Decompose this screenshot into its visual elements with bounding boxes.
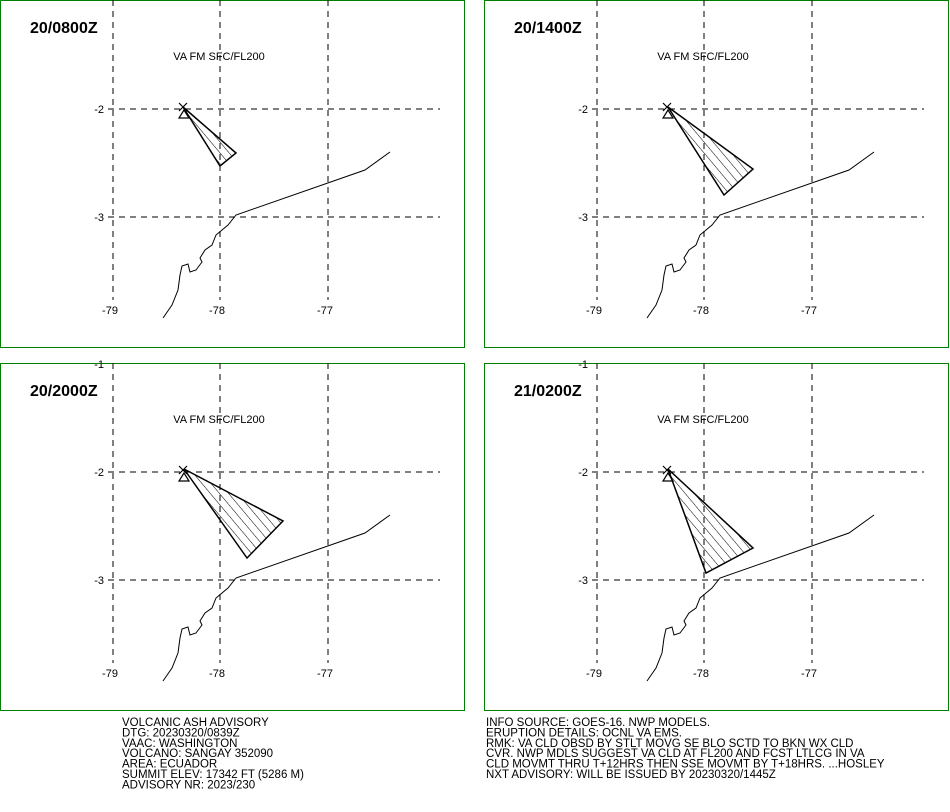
ash-cloud <box>667 468 755 575</box>
advisory-text: VAAC: WASHINGTON <box>122 738 237 750</box>
lon-label: -78 <box>209 668 225 680</box>
volcano-symbol <box>661 108 675 119</box>
advisory-text: INFO SOURCE: GOES-16. NWP MODELS. <box>486 717 710 729</box>
valid-time: 20/2000Z <box>30 383 98 400</box>
lon-label: -79 <box>586 668 602 680</box>
lat-label: -2 <box>578 467 588 479</box>
valid-time: 20/1400Z <box>514 20 582 37</box>
lon-label: -77 <box>317 668 333 680</box>
lat-label: -2 <box>94 467 104 479</box>
lat-label: -2 <box>94 104 104 116</box>
advisory-text: CLD MOVMT THRU T+12HRS THEN SSE MOVMT BY… <box>486 759 885 771</box>
coastline <box>646 514 875 682</box>
advisory-text: VOLCANIC ASH ADVISORY <box>122 717 269 729</box>
valid-time: 20/0800Z <box>30 20 98 37</box>
advisory-text: SUMMIT ELEV: 17342 FT (5286 M) <box>122 769 304 781</box>
volcano-x <box>662 465 672 475</box>
lon-label: -79 <box>586 305 602 317</box>
advisory-text: ERUPTION DETAILS: OCNL VA EMS. <box>486 727 682 739</box>
valid-time: 21/0200Z <box>514 383 582 400</box>
lat-label: -1 <box>578 359 588 371</box>
flight-level: VA FM SFC/FL200 <box>173 414 265 426</box>
flight-level: VA FM SFC/FL200 <box>657 51 749 63</box>
volcano-symbol <box>177 108 191 119</box>
flight-level: VA FM SFC/FL200 <box>657 414 749 426</box>
lat-label: -3 <box>578 212 588 224</box>
lon-label: -77 <box>801 668 817 680</box>
lon-label: -77 <box>317 305 333 317</box>
lat-label: -2 <box>578 104 588 116</box>
advisory-text: VOLCANO: SANGAY 352090 <box>122 748 273 760</box>
lat-label: -3 <box>94 575 104 587</box>
advisory-text: RMK: VA CLD OBSD BY STLT MOVG SE BLO SCT… <box>486 738 853 750</box>
advisory-text: ADVISORY NR: 2023/230 <box>122 779 255 791</box>
ash-cloud <box>182 106 238 168</box>
volcano-symbol <box>177 471 191 482</box>
map-panel: 20/0800Z VA FM SFC/FL200 -2 -3 -79 -78 -77 <box>0 0 465 348</box>
lon-label: -78 <box>209 305 225 317</box>
volcano-x <box>178 102 188 112</box>
advisory-text: DTG: 20230320/0839Z <box>122 727 240 739</box>
advisory-text: AREA: ECUADOR <box>122 759 217 771</box>
coastline <box>646 151 875 319</box>
map-panel: 20/1400Z VA FM SFC/FL200 -2 -3 -79 -78 -77 <box>484 0 949 348</box>
advisory-text: CVR. NWP MDLS SUGGEST VA CLD AT FL200 AN… <box>486 748 865 760</box>
panel-border <box>0 0 465 348</box>
map-panel: 21/0200Z VA FM SFC/FL200 -1 -2 -3 -79 -78 -77 <box>484 359 949 711</box>
lat-label: -3 <box>94 212 104 224</box>
ash-cloud <box>667 106 755 197</box>
ash-cloud <box>183 468 285 560</box>
lat-label: -1 <box>94 359 104 371</box>
lon-label: -77 <box>801 305 817 317</box>
panel-border <box>0 363 465 711</box>
advisory-text: NXT ADVISORY: WILL BE ISSUED BY 20230320… <box>486 769 776 781</box>
lon-label: -78 <box>693 305 709 317</box>
lon-label: -79 <box>102 305 118 317</box>
volcano-x <box>662 102 672 112</box>
volcano-symbol <box>661 471 675 482</box>
lon-label: -79 <box>102 668 118 680</box>
volcano-x <box>178 465 188 475</box>
panel-border <box>484 363 949 711</box>
flight-level: VA FM SFC/FL200 <box>173 51 265 63</box>
lat-label: -3 <box>578 575 588 587</box>
coastline <box>162 151 391 319</box>
panel-border <box>484 0 949 348</box>
lon-label: -78 <box>693 668 709 680</box>
map-panel: 20/2000Z VA FM SFC/FL200 -1 -2 -3 -79 -78 -77 <box>0 359 465 711</box>
coastline <box>162 514 391 682</box>
